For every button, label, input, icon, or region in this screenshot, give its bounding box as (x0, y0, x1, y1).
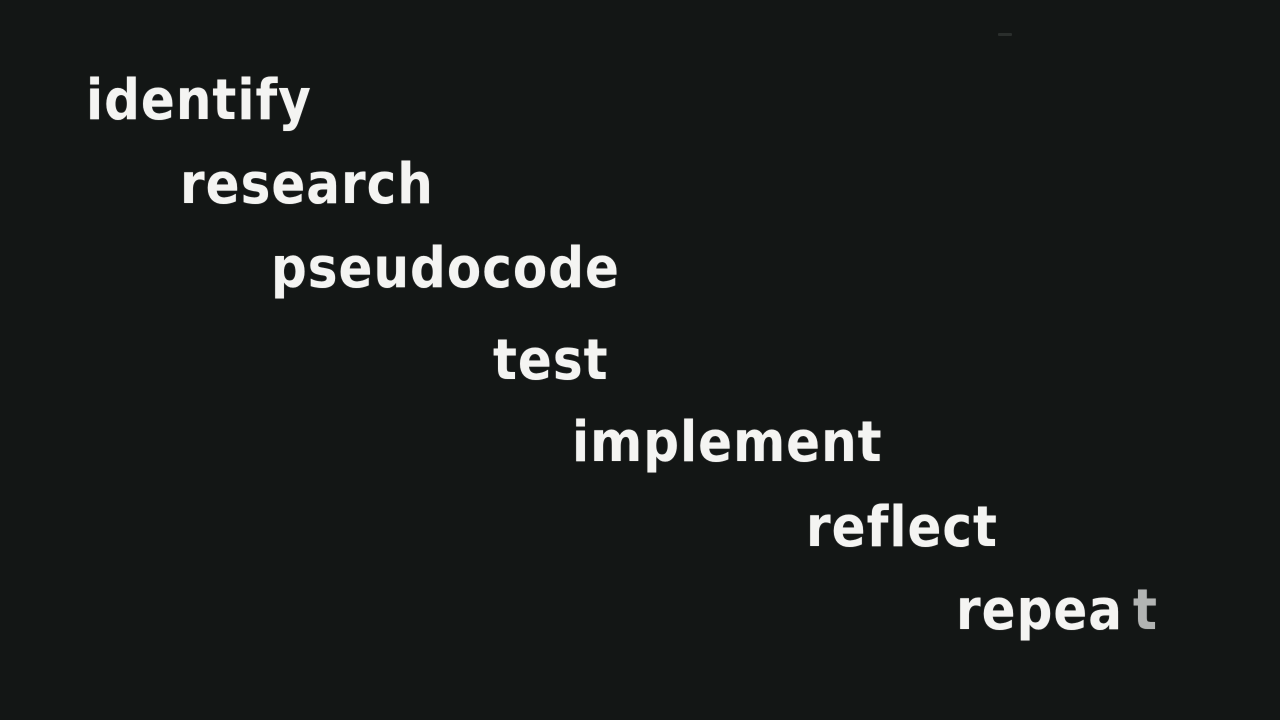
step-repeat-trailing-letter: t (1133, 577, 1158, 643)
step-reflect: reflect (806, 494, 998, 560)
step-research: research (180, 151, 434, 217)
step-identify: identify (86, 67, 312, 133)
step-pseudocode: pseudocode (271, 235, 620, 301)
corner-speck (998, 33, 1012, 36)
step-implement: implement (572, 409, 883, 475)
step-repeat: repea t (956, 582, 1158, 638)
step-test: test (493, 327, 609, 393)
step-repeat-main: repea (956, 577, 1124, 643)
